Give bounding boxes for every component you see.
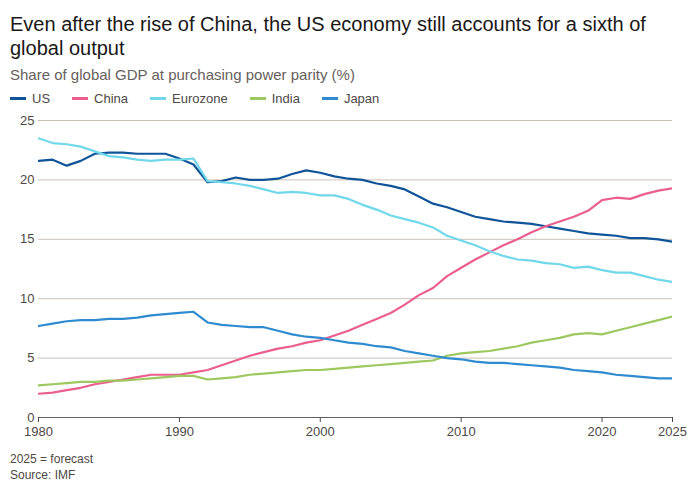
svg-text:20: 20: [20, 172, 34, 187]
svg-text:10: 10: [20, 291, 34, 306]
html-text:Source: IMF: Source: IMF: [10, 468, 76, 482]
svg-text:2025: 2025: [658, 424, 687, 439]
html-text:Japan: Japan: [343, 91, 380, 106]
html-text:India: India: [271, 91, 300, 106]
svg-text:0: 0: [27, 410, 34, 425]
svg-text:2010: 2010: [447, 424, 476, 439]
html-text:Eurozone: Eurozone: [172, 91, 228, 106]
svg-text:25: 25: [20, 113, 34, 128]
html-text:US: US: [32, 91, 51, 106]
html-text:Even after the rise of China,: Even after the rise of China, the US eco…: [10, 13, 646, 59]
html-text:Share of global GDP at purchas: Share of global GDP at purchasing power …: [10, 66, 355, 83]
html-text:China: China: [94, 91, 128, 106]
svg-text:2020: 2020: [588, 424, 617, 439]
svg-text:1990: 1990: [165, 424, 194, 439]
svg-text:1980: 1980: [24, 424, 53, 439]
svg-text:5: 5: [27, 350, 34, 365]
svg-text:15: 15: [20, 231, 34, 246]
html-text:2025 = forecast: 2025 = forecast: [10, 452, 94, 466]
svg-text:2000: 2000: [306, 424, 335, 439]
